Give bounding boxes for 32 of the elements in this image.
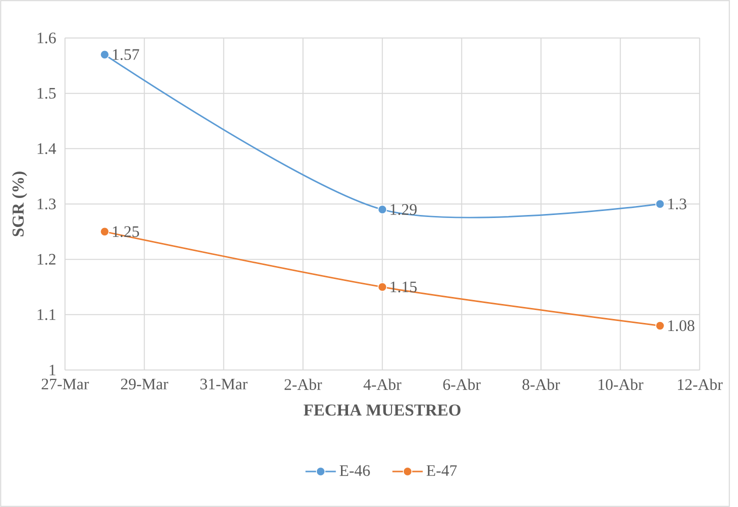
y-tick-label: 1 bbox=[50, 364, 56, 376]
x-tick-label: 2-Abr bbox=[284, 378, 322, 390]
y-tick-label: 1.6 bbox=[38, 32, 56, 44]
data-label: 1.08 bbox=[668, 320, 694, 332]
legend-label: E-47 bbox=[426, 465, 457, 476]
y-tick-label: 1.3 bbox=[38, 198, 56, 210]
point bbox=[378, 204, 388, 214]
y-axis-title: SGR (%) bbox=[12, 172, 28, 236]
x-tick-label: 8-Abr bbox=[522, 378, 560, 390]
x-tick-label: 31-Mar bbox=[200, 378, 248, 390]
y-tick-label: 1.1 bbox=[38, 309, 56, 320]
legend-label: E-46 bbox=[340, 465, 370, 476]
x-axis-title: FECHA MUESTREO bbox=[304, 404, 460, 416]
point bbox=[655, 199, 665, 209]
data-label: 1.15 bbox=[390, 282, 417, 292]
y-tick-label: 1.5 bbox=[38, 88, 56, 99]
data-label: 1.25 bbox=[113, 226, 139, 238]
point bbox=[100, 50, 110, 60]
y-tick-label: 1.2 bbox=[38, 254, 56, 265]
x-tick-label: 10-Abr bbox=[598, 378, 644, 390]
point bbox=[100, 227, 110, 236]
point bbox=[655, 321, 665, 330]
x-tick-label: 6-Abr bbox=[443, 378, 481, 390]
data-label: 1.57 bbox=[113, 49, 140, 60]
data-label: 1.3 bbox=[668, 198, 686, 210]
point bbox=[378, 282, 388, 292]
y-tick-label: 1.4 bbox=[38, 143, 56, 154]
x-tick-label: 27-Mar bbox=[42, 378, 89, 390]
x-tick-label: 4-Abr bbox=[364, 378, 402, 390]
x-tick-label: 29-Mar bbox=[121, 378, 168, 390]
data-label: 1.29 bbox=[390, 204, 417, 215]
x-tick-label: 12-Abr bbox=[678, 378, 723, 390]
